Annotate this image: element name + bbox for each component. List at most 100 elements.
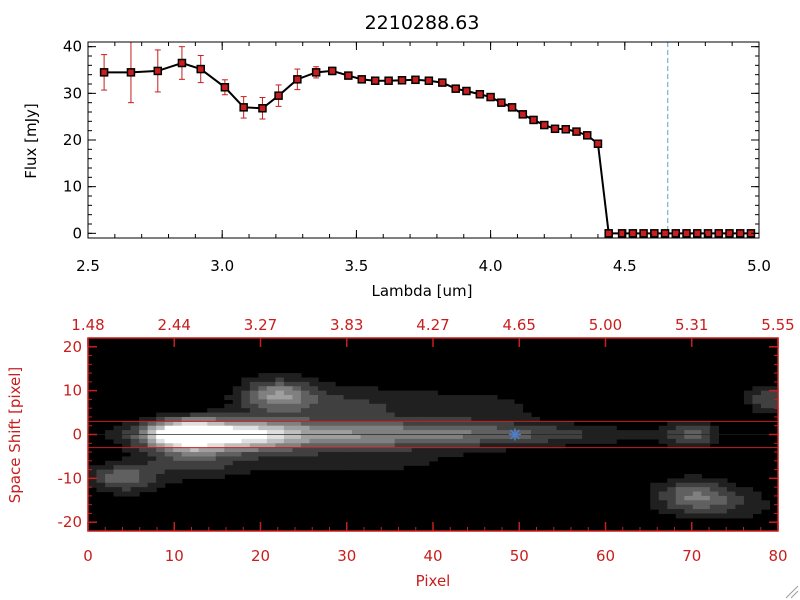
image-pixel [377,434,387,440]
image-pixel [590,430,600,436]
image-pixel [709,500,719,506]
image-pixel [462,430,472,436]
image-pixel [437,452,447,458]
image-pixel [650,430,660,436]
image-pixel [232,465,242,471]
image-pixel [377,465,387,471]
image-pixel [394,438,404,444]
image-pixel [207,430,217,436]
image-pixel [335,399,345,405]
image-pixel [198,421,208,427]
image-pixel [462,403,472,409]
image-pixel [454,421,464,427]
y-tick-label: 40 [63,38,82,56]
image-pixel [522,443,532,449]
image-pixel [283,399,294,405]
image-pixel [479,395,489,401]
image-pixel [445,416,455,422]
flux-data-point [486,92,495,102]
image-pixel [428,447,438,453]
image-pixel [292,443,302,449]
image-pixel [352,412,362,418]
image-pixel [488,399,498,405]
image-pixel [292,452,302,458]
image-pixel [156,460,166,466]
image-pixel [462,412,472,418]
image-pixel [215,416,225,422]
image-pixel [420,425,430,431]
image-pixel [352,447,362,453]
image-pixel [300,465,311,471]
image-pixel [556,421,566,427]
image-pixel [292,386,302,392]
image-pixel [343,447,353,453]
image-pixel [181,416,191,422]
image-pixel [743,504,754,510]
resize-grip-icon[interactable] [785,585,799,599]
image-pixel [335,465,345,471]
image-pixel [445,412,455,418]
flux-data-point [518,110,528,119]
image-pixel [360,399,370,405]
image-pixel [539,425,549,431]
image-pixel [735,491,745,497]
image-pixel [88,469,98,475]
image-pixel [522,416,532,422]
image-pixel [684,509,694,515]
image-pixel [173,430,183,436]
image-pixel [326,447,336,453]
image-pixel [675,482,685,488]
image-pixel [326,403,336,409]
image-pixel [292,395,302,401]
image-pixel [232,390,242,396]
image-pixel [105,434,115,440]
image-pixel [343,452,353,458]
image-pixel [215,469,225,475]
image-pixel [139,416,149,422]
image-pixel [658,430,668,436]
image-pixel [139,465,149,471]
image-pixel [488,430,498,436]
image-pixel [181,425,191,431]
image-pixel [496,443,507,449]
image-pixel [428,403,438,409]
image-pixel [692,421,702,427]
image-pixel [377,412,387,418]
image-pixel [411,390,421,396]
image-pixel [437,412,447,418]
image-pixel [139,482,149,488]
image-pixel [156,421,166,427]
image-pixel [369,460,379,466]
image-pixel [539,438,549,444]
image-pixel [283,456,294,462]
image-pixel [369,403,379,409]
image-pixel [215,421,225,427]
image-pixel [675,513,685,519]
image-pixel [241,377,251,383]
image-pixel [565,430,575,436]
image-pixel [275,452,285,458]
image-pixel [403,430,413,436]
image-pixel [283,381,294,387]
image-pixel [420,430,430,436]
flux-data-point [99,68,109,77]
image-pixel [505,434,515,440]
flux-plot: 2210288.63 2.5 3.0 3.5 4.0 4.5 5.0 010203040 … [22,12,771,300]
image-pixel [164,465,174,471]
image-pixel [249,465,259,471]
image-pixel [403,443,413,449]
image-pixel [224,465,234,471]
image-pixel [752,495,762,501]
image-pixel [360,395,370,401]
image-pixel [411,447,421,453]
image-pixel [420,438,430,444]
image-pixel [275,421,285,427]
image-pixel [658,482,668,488]
image-pixel [266,465,277,471]
image-pixel [505,408,515,414]
flux-data-point [593,139,603,148]
image-pixel [675,495,685,501]
image-pixel [377,447,387,453]
image-pixel [675,430,685,436]
image-pixel [343,425,353,431]
